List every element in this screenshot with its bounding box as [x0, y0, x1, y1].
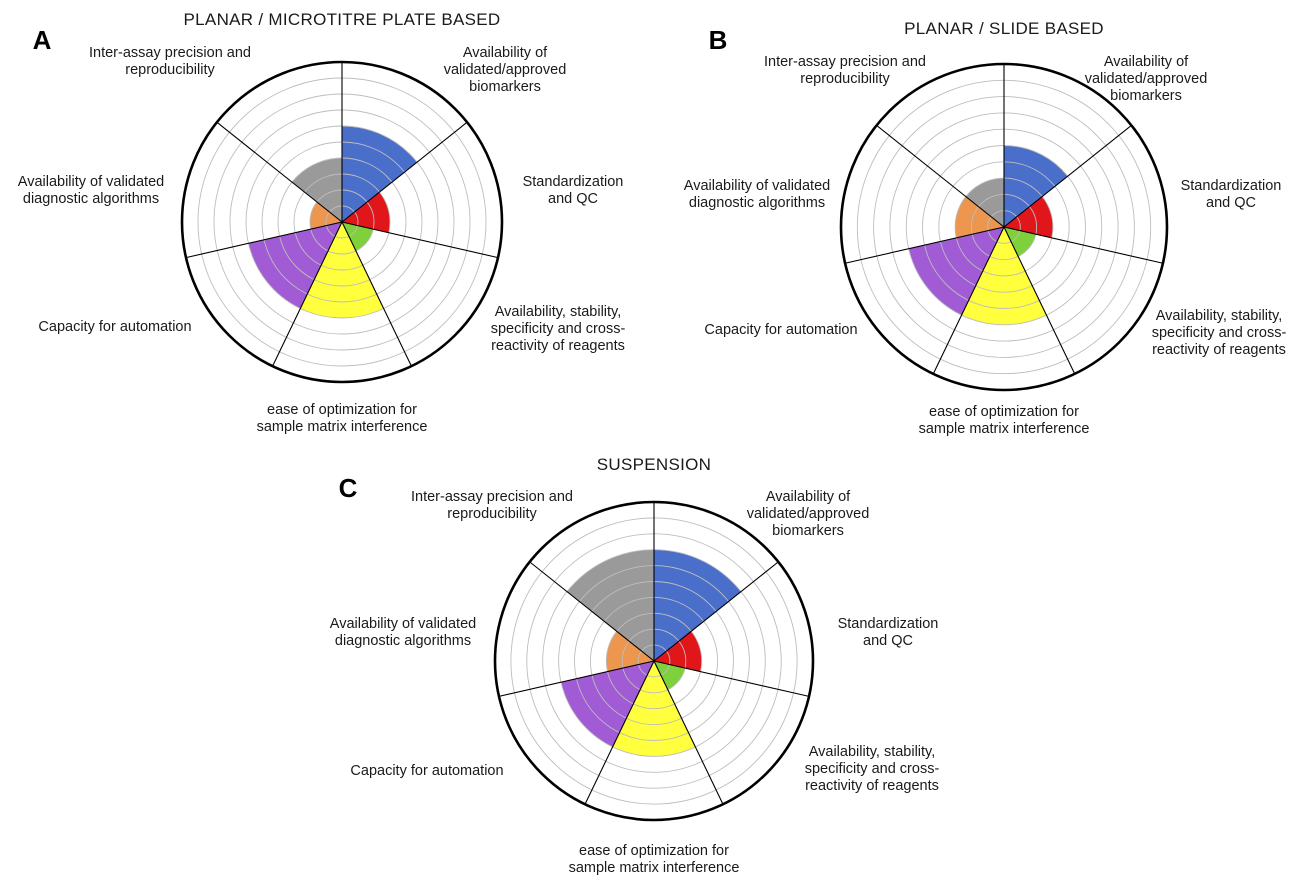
spoke [185, 221, 343, 259]
panel-letter: A [33, 25, 52, 55]
wedge-1 [654, 549, 742, 661]
category-label: Inter-assay precision and reproducibility [764, 54, 926, 87]
panel-c: C SUSPENSION Availability of validated/appr… [330, 455, 940, 876]
category-label: Availability of validated diagnostic algo… [18, 174, 164, 207]
panel-title: PLANAR / SLIDE BASED [904, 19, 1104, 38]
category-label: Capacity for automation [350, 763, 503, 779]
category-label: ease of optimization for sample matrix in… [257, 402, 428, 435]
wedge-6 [309, 202, 342, 230]
spoke [1003, 124, 1132, 228]
spoke [653, 660, 810, 697]
category-label: Availability of validated/approved biomark… [444, 45, 567, 95]
category-label: Standardization and QC [1181, 178, 1282, 211]
category-label: Capacity for automation [704, 322, 857, 338]
category-label: Standardization and QC [523, 174, 624, 207]
category-label: Availability of validated diagnostic algo… [330, 616, 476, 649]
wedge-1 [342, 126, 418, 222]
category-label: Availability, stability, specificity and … [805, 744, 940, 794]
category-label: Inter-assay precision and reproducibility [411, 489, 573, 522]
spoke [272, 221, 343, 367]
spoke [1003, 226, 1164, 264]
wedge-2 [654, 631, 702, 672]
panel-letter: B [709, 25, 728, 55]
spoke [529, 561, 655, 662]
spoke [216, 121, 343, 223]
category-label: ease of optimization for sample matrix in… [919, 404, 1090, 437]
outer-circle [839, 62, 1169, 392]
category-label: Standardization and QC [838, 616, 939, 649]
spoke [876, 124, 1005, 228]
category-label: Inter-assay precision and reproducibility [89, 45, 251, 78]
spoke [498, 660, 655, 697]
wedge-1 [1004, 145, 1068, 227]
category-label: Availability, stability, specificity and … [491, 304, 626, 354]
panel-title: PLANAR / MICROTITRE PLATE BASED [184, 10, 501, 29]
wedge-2 [342, 192, 391, 233]
wedge-6 [955, 196, 1004, 238]
wedge-7 [965, 178, 1004, 227]
category-label: Availability of validated diagnostic algo… [684, 178, 830, 211]
spoke [341, 121, 468, 223]
wedge-7 [291, 158, 342, 222]
outer-circle [493, 500, 815, 822]
category-label: Availability, stability, specificity and … [1152, 308, 1287, 358]
spoke [341, 221, 412, 367]
spoke [584, 660, 655, 805]
outer-circle [180, 60, 504, 384]
panel-letter: C [339, 473, 358, 503]
panel-title: SUSPENSION [597, 455, 711, 474]
spoke [653, 660, 724, 805]
wedge-6 [606, 631, 654, 672]
category-label: ease of optimization for sample matrix in… [569, 843, 740, 876]
category-label: Capacity for automation [38, 319, 191, 335]
panel-b: B PLANAR / SLIDE BASED Availability of vali… [684, 19, 1287, 437]
spoke [1003, 226, 1076, 375]
wedge-2 [1004, 196, 1053, 238]
category-label: Availability of validated/approved biomark… [1085, 54, 1208, 104]
wedge-7 [566, 549, 654, 661]
panel-a: A PLANAR / MICROTITRE PLATE BASED Availabi… [18, 10, 626, 435]
spoke [653, 561, 779, 662]
category-label: Availability of validated/approved biomark… [747, 489, 870, 539]
spoke [341, 221, 499, 259]
spoke [844, 226, 1005, 264]
spoke [932, 226, 1005, 375]
